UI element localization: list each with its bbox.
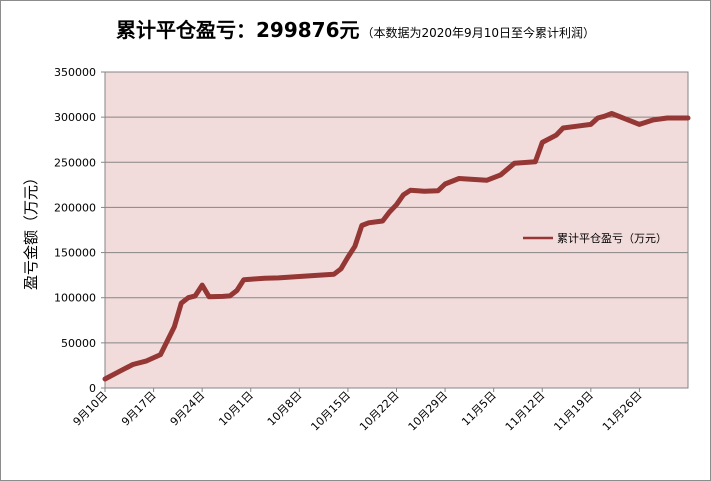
data-point	[514, 162, 515, 164]
data-point	[576, 125, 578, 127]
legend-label: 累计平仓盈亏（万元）	[557, 231, 667, 245]
data-point	[146, 360, 148, 362]
data-point	[118, 371, 120, 373]
x-tick-label: 11月5日	[459, 389, 499, 429]
y-tick-label: 250000	[54, 156, 96, 169]
chart-title-main: 累计平仓盈亏：299876元	[116, 18, 360, 42]
data-point	[298, 276, 300, 277]
x-tick-label: 11月26日	[600, 389, 645, 434]
data-point	[264, 277, 266, 279]
series-layer	[102, 111, 691, 382]
y-axis-label: 盈亏金额（万元）	[22, 170, 40, 290]
data-point	[319, 274, 321, 276]
chart-title: 累计平仓盈亏：299876元 （本数据为2020年9月10日至今累计利润）	[0, 14, 711, 43]
data-point	[486, 179, 488, 181]
data-point	[194, 295, 196, 297]
y-tick-label: 150000	[54, 247, 96, 260]
x-tick-label: 9月17日	[119, 389, 159, 429]
data-point	[243, 279, 245, 281]
x-tick-label: 10月8日	[265, 389, 305, 429]
y-tick-label: 300000	[54, 111, 96, 124]
data-point	[347, 256, 349, 258]
data-point	[541, 141, 543, 143]
data-point	[340, 268, 342, 270]
data-point	[389, 211, 391, 213]
data-point	[590, 123, 592, 125]
data-point	[625, 118, 626, 120]
data-point	[180, 302, 182, 304]
data-point	[687, 117, 689, 119]
y-axis-ticks: 0 50000 100000 150000 200000 250000 300000 3500…	[54, 66, 105, 395]
data-point	[104, 378, 106, 380]
y-tick-label: 350000	[54, 66, 96, 79]
axes	[104, 71, 689, 389]
data-point	[555, 134, 557, 136]
y-tick-label: 100000	[54, 292, 96, 305]
data-point	[333, 273, 335, 275]
data-point	[250, 278, 252, 280]
data-point	[527, 161, 529, 163]
legend: 累计平仓盈亏（万元）	[523, 231, 667, 245]
data-point	[382, 220, 384, 222]
data-point	[597, 117, 599, 119]
x-tick-label: 10月15日	[308, 389, 353, 434]
data-point	[229, 295, 231, 297]
data-point	[278, 277, 279, 279]
data-point	[437, 190, 439, 192]
data-point	[666, 117, 668, 119]
data-point	[361, 225, 363, 226]
chart-title-note: （本数据为2020年9月10日至今累计利润）	[361, 26, 595, 40]
data-point	[132, 364, 134, 365]
data-point	[500, 174, 502, 176]
data-point	[201, 284, 203, 286]
x-tick-label: 9月24日	[168, 389, 208, 429]
data-point	[611, 113, 613, 114]
data-point	[222, 295, 224, 297]
data-point	[396, 204, 397, 206]
data-point	[354, 245, 356, 247]
x-axis-ticks: 9月10日 9月17日 9月24日 10月1日 10月8日 10月15日 10月22日 10月…	[71, 388, 645, 433]
y-tick-label: 50000	[61, 337, 96, 350]
x-tick-label: 10月22日	[357, 389, 402, 434]
data-point	[562, 127, 564, 129]
data-point	[604, 115, 606, 117]
x-tick-label: 11月12日	[503, 389, 548, 434]
data-point	[173, 326, 175, 328]
data-point	[187, 297, 189, 299]
data-point	[160, 354, 161, 356]
y-tick-label: 200000	[54, 201, 96, 214]
plot-border	[104, 71, 689, 389]
series-line-0	[102, 111, 691, 382]
data-point	[444, 183, 446, 185]
x-tick-label: 11月19日	[551, 389, 596, 434]
data-point	[638, 123, 640, 125]
data-point	[472, 178, 474, 180]
data-point	[368, 222, 370, 224]
data-point	[409, 189, 411, 191]
data-point	[652, 119, 654, 121]
data-point	[423, 190, 425, 192]
data-point	[208, 296, 210, 298]
data-point	[458, 178, 460, 179]
data-point	[534, 161, 536, 163]
y-tick-label: 0	[89, 382, 96, 395]
x-tick-label: 10月1日	[216, 389, 256, 429]
data-point	[402, 194, 404, 196]
x-tick-label: 10月29日	[406, 389, 451, 434]
data-point	[236, 290, 238, 291]
